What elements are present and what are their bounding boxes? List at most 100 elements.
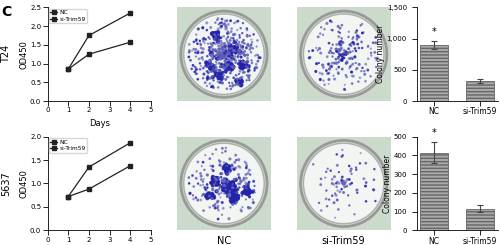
Circle shape xyxy=(230,48,233,50)
Circle shape xyxy=(224,182,225,183)
Circle shape xyxy=(326,73,328,74)
Circle shape xyxy=(342,54,343,55)
Circle shape xyxy=(196,34,197,35)
Circle shape xyxy=(337,181,338,183)
Circle shape xyxy=(216,33,219,35)
Circle shape xyxy=(352,75,354,77)
Circle shape xyxy=(222,168,224,170)
Circle shape xyxy=(354,56,356,57)
Circle shape xyxy=(362,67,363,68)
Circle shape xyxy=(205,65,206,67)
Circle shape xyxy=(252,180,254,182)
Circle shape xyxy=(230,51,232,53)
Circle shape xyxy=(340,41,342,42)
Circle shape xyxy=(334,176,336,178)
Circle shape xyxy=(328,79,330,80)
Circle shape xyxy=(224,165,226,167)
Circle shape xyxy=(316,63,318,64)
Circle shape xyxy=(228,218,230,220)
Circle shape xyxy=(343,57,344,59)
Circle shape xyxy=(210,65,213,68)
Circle shape xyxy=(233,47,236,50)
Circle shape xyxy=(376,57,378,59)
Circle shape xyxy=(226,65,228,68)
Circle shape xyxy=(229,56,230,57)
Circle shape xyxy=(218,160,220,161)
Circle shape xyxy=(234,59,235,61)
Circle shape xyxy=(210,196,214,199)
Circle shape xyxy=(225,170,227,172)
Circle shape xyxy=(208,72,209,74)
Circle shape xyxy=(254,68,256,69)
Circle shape xyxy=(352,38,353,39)
Circle shape xyxy=(340,49,342,50)
Circle shape xyxy=(260,57,261,58)
Circle shape xyxy=(216,177,219,180)
Circle shape xyxy=(232,201,234,204)
Text: T24: T24 xyxy=(1,45,11,63)
Circle shape xyxy=(224,53,225,54)
Circle shape xyxy=(210,26,212,28)
Circle shape xyxy=(227,190,229,192)
Circle shape xyxy=(202,51,203,53)
Circle shape xyxy=(344,50,346,51)
Circle shape xyxy=(232,188,235,191)
Circle shape xyxy=(244,190,246,192)
Circle shape xyxy=(216,178,218,181)
Circle shape xyxy=(218,51,219,52)
Circle shape xyxy=(318,202,320,203)
Circle shape xyxy=(224,181,226,182)
Circle shape xyxy=(228,193,230,195)
Circle shape xyxy=(330,50,331,51)
Circle shape xyxy=(203,179,204,180)
Circle shape xyxy=(224,43,226,44)
Circle shape xyxy=(232,49,234,51)
Circle shape xyxy=(200,47,202,49)
Circle shape xyxy=(206,174,208,176)
Circle shape xyxy=(236,197,239,199)
Circle shape xyxy=(232,183,233,185)
Circle shape xyxy=(206,29,208,31)
Circle shape xyxy=(336,63,338,64)
Circle shape xyxy=(241,63,242,65)
Circle shape xyxy=(212,32,216,35)
Circle shape xyxy=(248,169,250,171)
Circle shape xyxy=(242,62,244,65)
Circle shape xyxy=(218,218,219,220)
Circle shape xyxy=(216,202,218,203)
Circle shape xyxy=(223,54,224,55)
Circle shape xyxy=(229,82,230,83)
Circle shape xyxy=(218,48,220,50)
Circle shape xyxy=(230,64,232,66)
Circle shape xyxy=(238,177,240,178)
Circle shape xyxy=(232,197,235,201)
Circle shape xyxy=(333,62,334,64)
Circle shape xyxy=(226,59,228,60)
Circle shape xyxy=(196,73,198,74)
Circle shape xyxy=(232,181,234,183)
Circle shape xyxy=(232,181,234,184)
Circle shape xyxy=(330,170,332,171)
Circle shape xyxy=(240,83,243,86)
Circle shape xyxy=(220,48,221,50)
Circle shape xyxy=(246,191,250,194)
Circle shape xyxy=(339,44,341,46)
Circle shape xyxy=(214,34,218,37)
Circle shape xyxy=(222,46,224,48)
Circle shape xyxy=(325,177,326,178)
Circle shape xyxy=(222,50,224,51)
Circle shape xyxy=(224,179,228,182)
Circle shape xyxy=(228,168,230,170)
Circle shape xyxy=(226,41,228,42)
Circle shape xyxy=(228,63,232,67)
Circle shape xyxy=(224,50,226,52)
Circle shape xyxy=(341,189,342,190)
Circle shape xyxy=(234,193,237,196)
Circle shape xyxy=(212,170,214,171)
Circle shape xyxy=(228,182,231,185)
Circle shape xyxy=(356,39,358,40)
Circle shape xyxy=(232,82,233,83)
Circle shape xyxy=(193,186,194,187)
Circle shape xyxy=(242,60,244,62)
Circle shape xyxy=(214,177,218,179)
